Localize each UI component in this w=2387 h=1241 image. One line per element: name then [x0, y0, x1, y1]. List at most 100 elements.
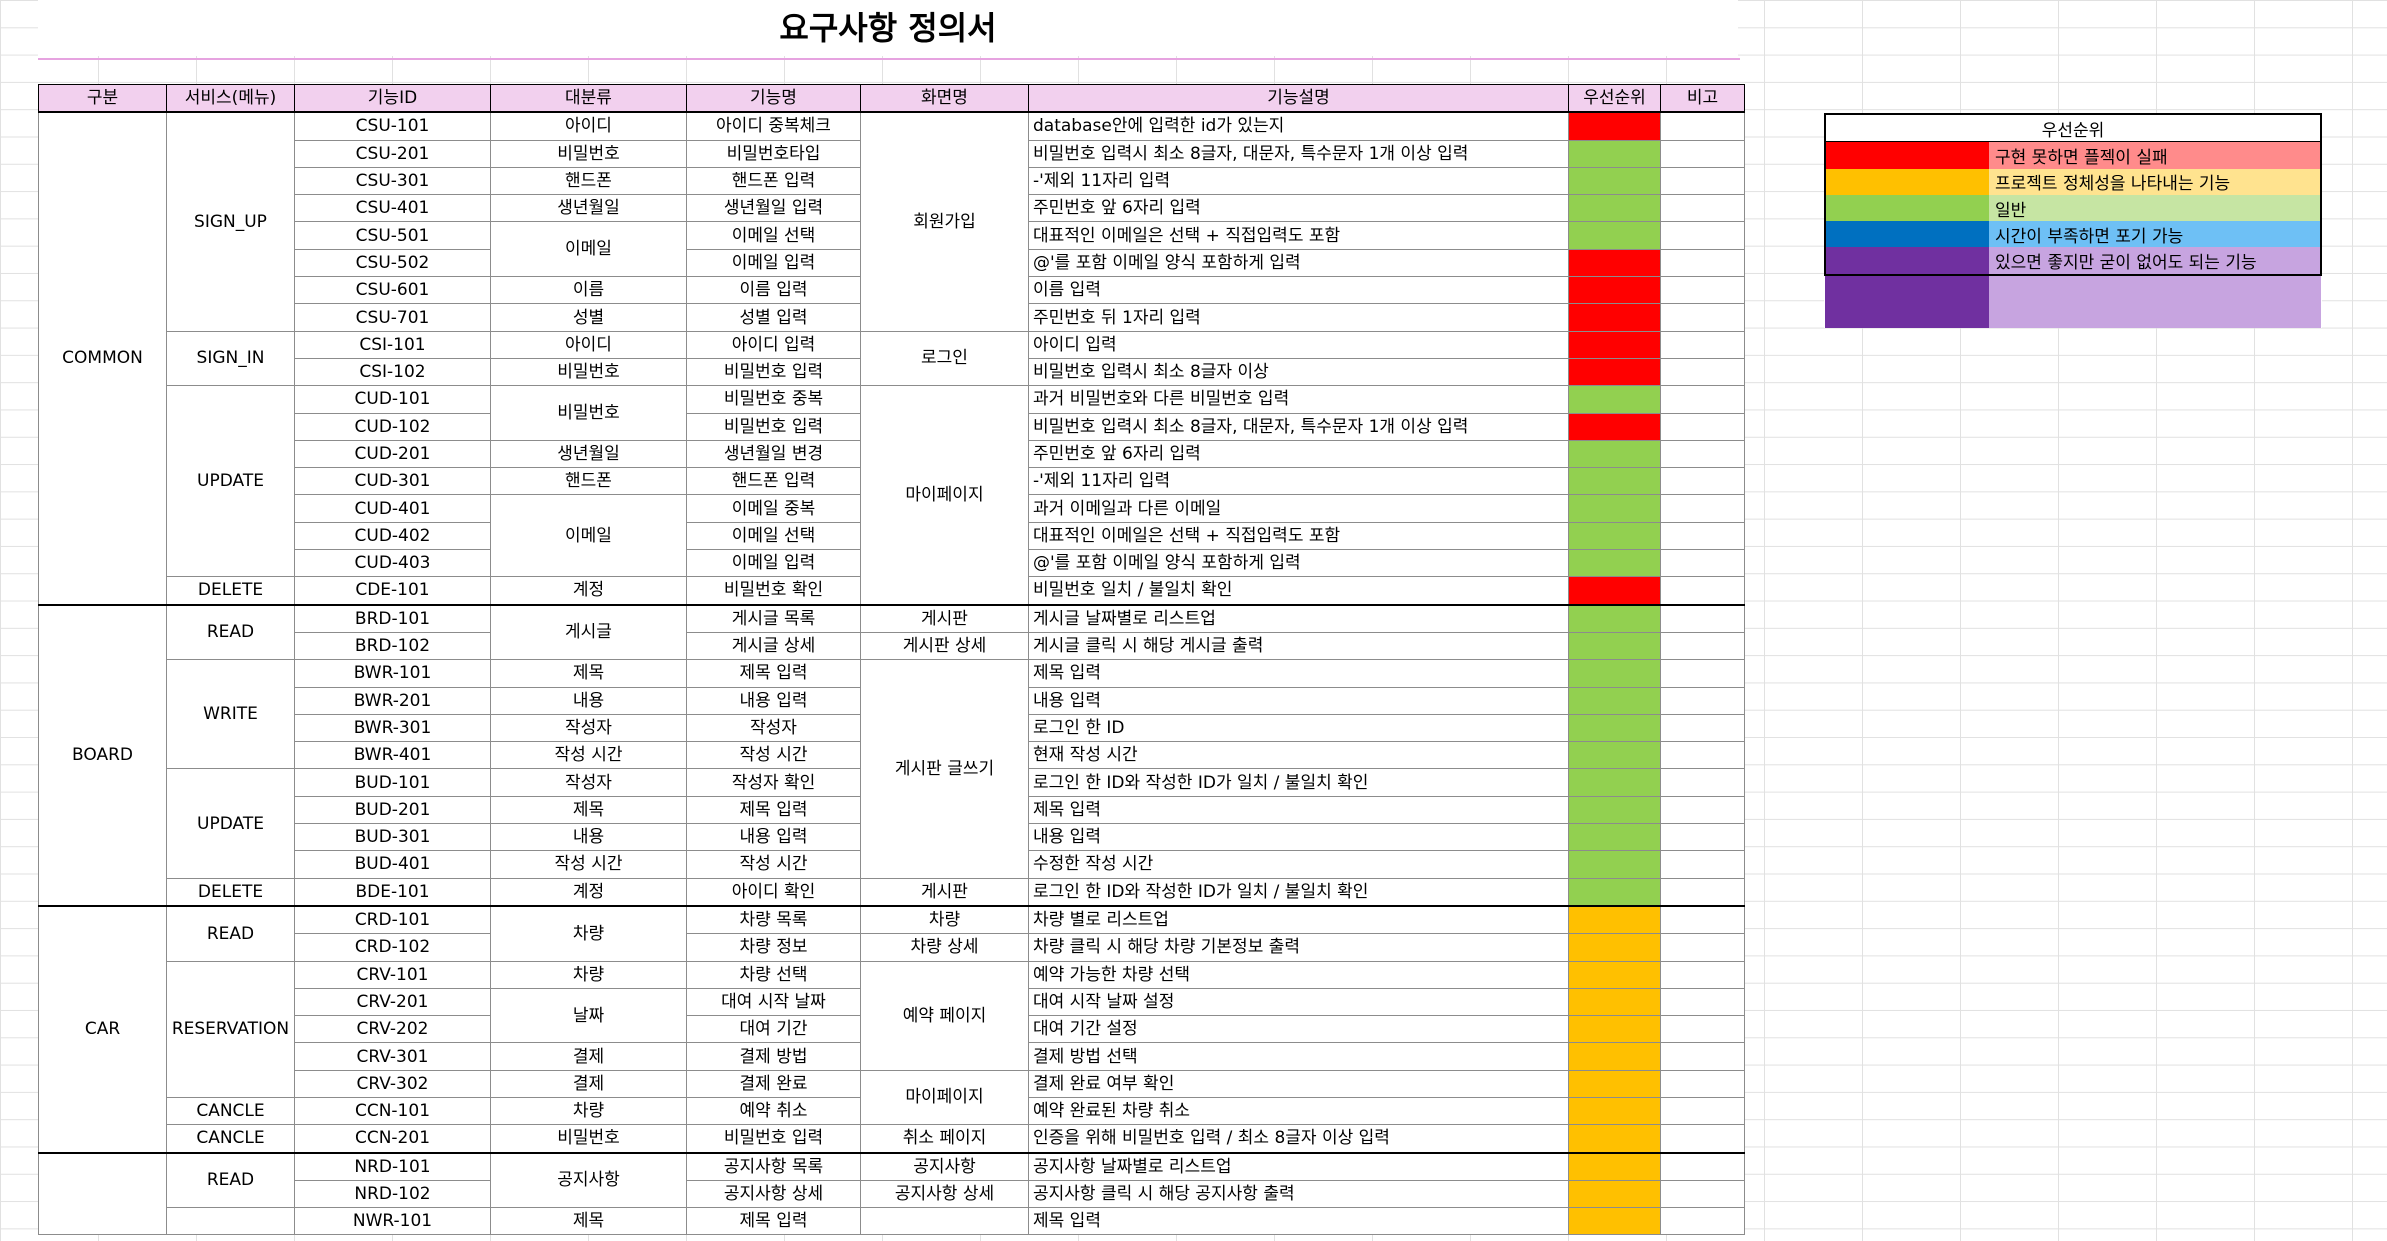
table-row: BUD-301 내용 내용 입력 내용 입력: [39, 823, 1745, 852]
description-cell: database안에 입력한 id가 있는지: [1028, 111, 1569, 141]
note-cell: [1660, 795, 1745, 825]
priority-cell: [1568, 385, 1661, 414]
function-name-cell: 비밀번호 중복: [686, 385, 861, 414]
function-name-cell: 비밀번호 입력: [686, 357, 861, 387]
table-row: NRD-102 공지사항 상세 공지사항 상세 공지사항 클릭 시 해당 공지사항 출…: [39, 1179, 1745, 1209]
header-note: 비고: [1660, 84, 1745, 113]
priority-cell: [1568, 741, 1661, 770]
function-name-cell: 결제 완료: [686, 1069, 861, 1098]
division-cell: COMMON: [38, 111, 167, 606]
priority-cell: [1568, 1124, 1661, 1154]
legend-label: 시간이 부족하면 포기 가능: [1989, 221, 2322, 248]
function-id-cell: CRD-102: [294, 933, 491, 962]
function-id-cell: CRV-202: [294, 1015, 491, 1044]
note-cell: [1660, 631, 1745, 661]
table-row: BRD-102 게시글 상세 게시판 상세 게시글 클릭 시 해당 게시글 출력: [39, 631, 1745, 661]
note-cell: [1660, 521, 1745, 551]
service-cell: DELETE: [166, 576, 295, 606]
category-cell: 아이디: [490, 111, 687, 141]
legend-row: 일반: [1824, 194, 2322, 222]
category-cell: 비밀번호: [490, 357, 687, 387]
note-cell: [1660, 686, 1745, 715]
page-title: 요구사항 정의서: [38, 0, 1738, 56]
description-cell: 로그인 한 ID와 작성한 ID가 일치 / 불일치 확인: [1028, 768, 1569, 797]
service-cell: READ: [166, 603, 295, 661]
function-name-cell: 대여 시작 날짜: [686, 987, 861, 1017]
note-cell: [1660, 303, 1745, 332]
function-id-cell: CSU-502: [294, 248, 491, 278]
table-row: CSU-301 핸드폰 핸드폰 입력 -'제외 11자리 입력: [39, 166, 1745, 196]
service-cell: READ: [166, 1151, 295, 1209]
function-id-cell: BRD-101: [294, 603, 491, 633]
legend-swatch: [1824, 221, 1989, 248]
description-cell: 아이디 입력: [1028, 330, 1569, 359]
function-name-cell: 공지사항 상세: [686, 1179, 861, 1209]
legend-label: 일반: [1989, 194, 2322, 222]
function-name-cell: 작성자: [686, 713, 861, 743]
table-row: UPDATE BUD-101 작성자 작성자 확인 로그인 한 ID와 작성한 ID가 …: [39, 768, 1745, 879]
header-service: 서비스(메뉴): [166, 84, 295, 113]
function-id-cell: CSU-701: [294, 303, 491, 332]
function-name-cell: 아이디 입력: [686, 330, 861, 359]
priority-cell: [1568, 357, 1661, 387]
function-name-cell: 제목 입력: [686, 659, 861, 688]
description-cell: 비밀번호 입력시 최소 8글자, 대문자, 특수문자 1개 이상 입력: [1028, 139, 1569, 168]
note-cell: [1660, 1096, 1745, 1126]
note-cell: [1660, 1069, 1745, 1098]
note-cell: [1660, 877, 1745, 907]
priority-cell: [1568, 248, 1661, 278]
title-underline: [38, 58, 1740, 60]
note-cell: [1660, 713, 1745, 743]
screen-name-cell: [860, 1207, 1029, 1236]
description-cell: 인증을 위해 비밀번호 입력 / 최소 8글자 이상 입력: [1028, 1124, 1569, 1154]
note-cell: [1660, 933, 1745, 962]
function-name-cell: 차량 선택: [686, 960, 861, 989]
division-cell: CAR: [38, 904, 167, 1154]
category-cell: 게시글: [490, 603, 687, 661]
function-id-cell: BRD-102: [294, 631, 491, 661]
description-cell: 공지사항 날짜별로 리스트업: [1028, 1151, 1569, 1181]
description-cell: 공지사항 클릭 시 해당 공지사항 출력: [1028, 1179, 1569, 1209]
function-name-cell: 핸드폰 입력: [686, 166, 861, 196]
function-id-cell: CDE-101: [294, 576, 491, 606]
legend-label: 구현 못하면 플젝이 실패: [1989, 141, 2322, 169]
function-id-cell: CUD-401: [294, 494, 491, 523]
table-row: CRV-301 결제 결제 방법 결제 방법 선택: [39, 1042, 1745, 1071]
table-row: CSU-201 비밀번호 비밀번호타입 비밀번호 입력시 최소 8글자, 대문자, 특…: [39, 139, 1745, 168]
category-cell: 이름: [490, 276, 687, 305]
function-name-cell: 대여 기간: [686, 1015, 861, 1044]
table-row: CUD-201 생년월일 생년월일 변경 주민번호 앞 6자리 입력: [39, 439, 1745, 469]
note-cell: [1660, 385, 1745, 414]
description-cell: @'를 포함 이메일 양식 포함하게 입력: [1028, 248, 1569, 278]
category-cell: 작성자: [490, 713, 687, 743]
priority-cell: [1568, 659, 1661, 688]
description-cell: 내용 입력: [1028, 686, 1569, 715]
function-name-cell: 게시글 목록: [686, 603, 861, 633]
table-row: CSU-401 생년월일 생년월일 입력 주민번호 앞 6자리 입력: [39, 194, 1745, 223]
priority-cell: [1568, 139, 1661, 168]
function-id-cell: BUD-401: [294, 850, 491, 879]
priority-cell: [1568, 1015, 1661, 1044]
note-cell: [1660, 111, 1745, 141]
screen-name-cell: 마이페이지: [860, 1069, 1029, 1126]
function-name-cell: 이메일 입력: [686, 549, 861, 578]
note-cell: [1660, 439, 1745, 469]
note-cell: [1660, 1042, 1745, 1071]
function-id-cell: CUD-101: [294, 385, 491, 414]
table-row: COMMON SIGN_UP CSU-101 아이디 아이디 중복체크 회원가입 datab…: [38, 111, 1745, 606]
screen-name-cell: 마이페이지: [860, 385, 1029, 606]
description-cell: 제목 입력: [1028, 659, 1569, 688]
priority-cell: [1568, 850, 1661, 879]
category-cell: 이메일: [490, 494, 687, 578]
function-id-cell: CRV-302: [294, 1069, 491, 1098]
function-id-cell: CSI-101: [294, 330, 491, 359]
note-cell: [1660, 276, 1745, 305]
function-id-cell: CSU-501: [294, 221, 491, 250]
table-row: RESERVATION CRV-101 차량 차량 선택 예약 페이지 예약 가능한 차량…: [39, 960, 1745, 1098]
priority-cell: [1568, 1151, 1661, 1181]
table-row: BUD-201 제목 제목 입력 제목 입력: [39, 795, 1745, 825]
priority-cell: [1568, 768, 1661, 797]
note-cell: [1660, 549, 1745, 578]
description-cell: 대여 시작 날짜 설정: [1028, 987, 1569, 1017]
function-name-cell: 핸드폰 입력: [686, 467, 861, 496]
